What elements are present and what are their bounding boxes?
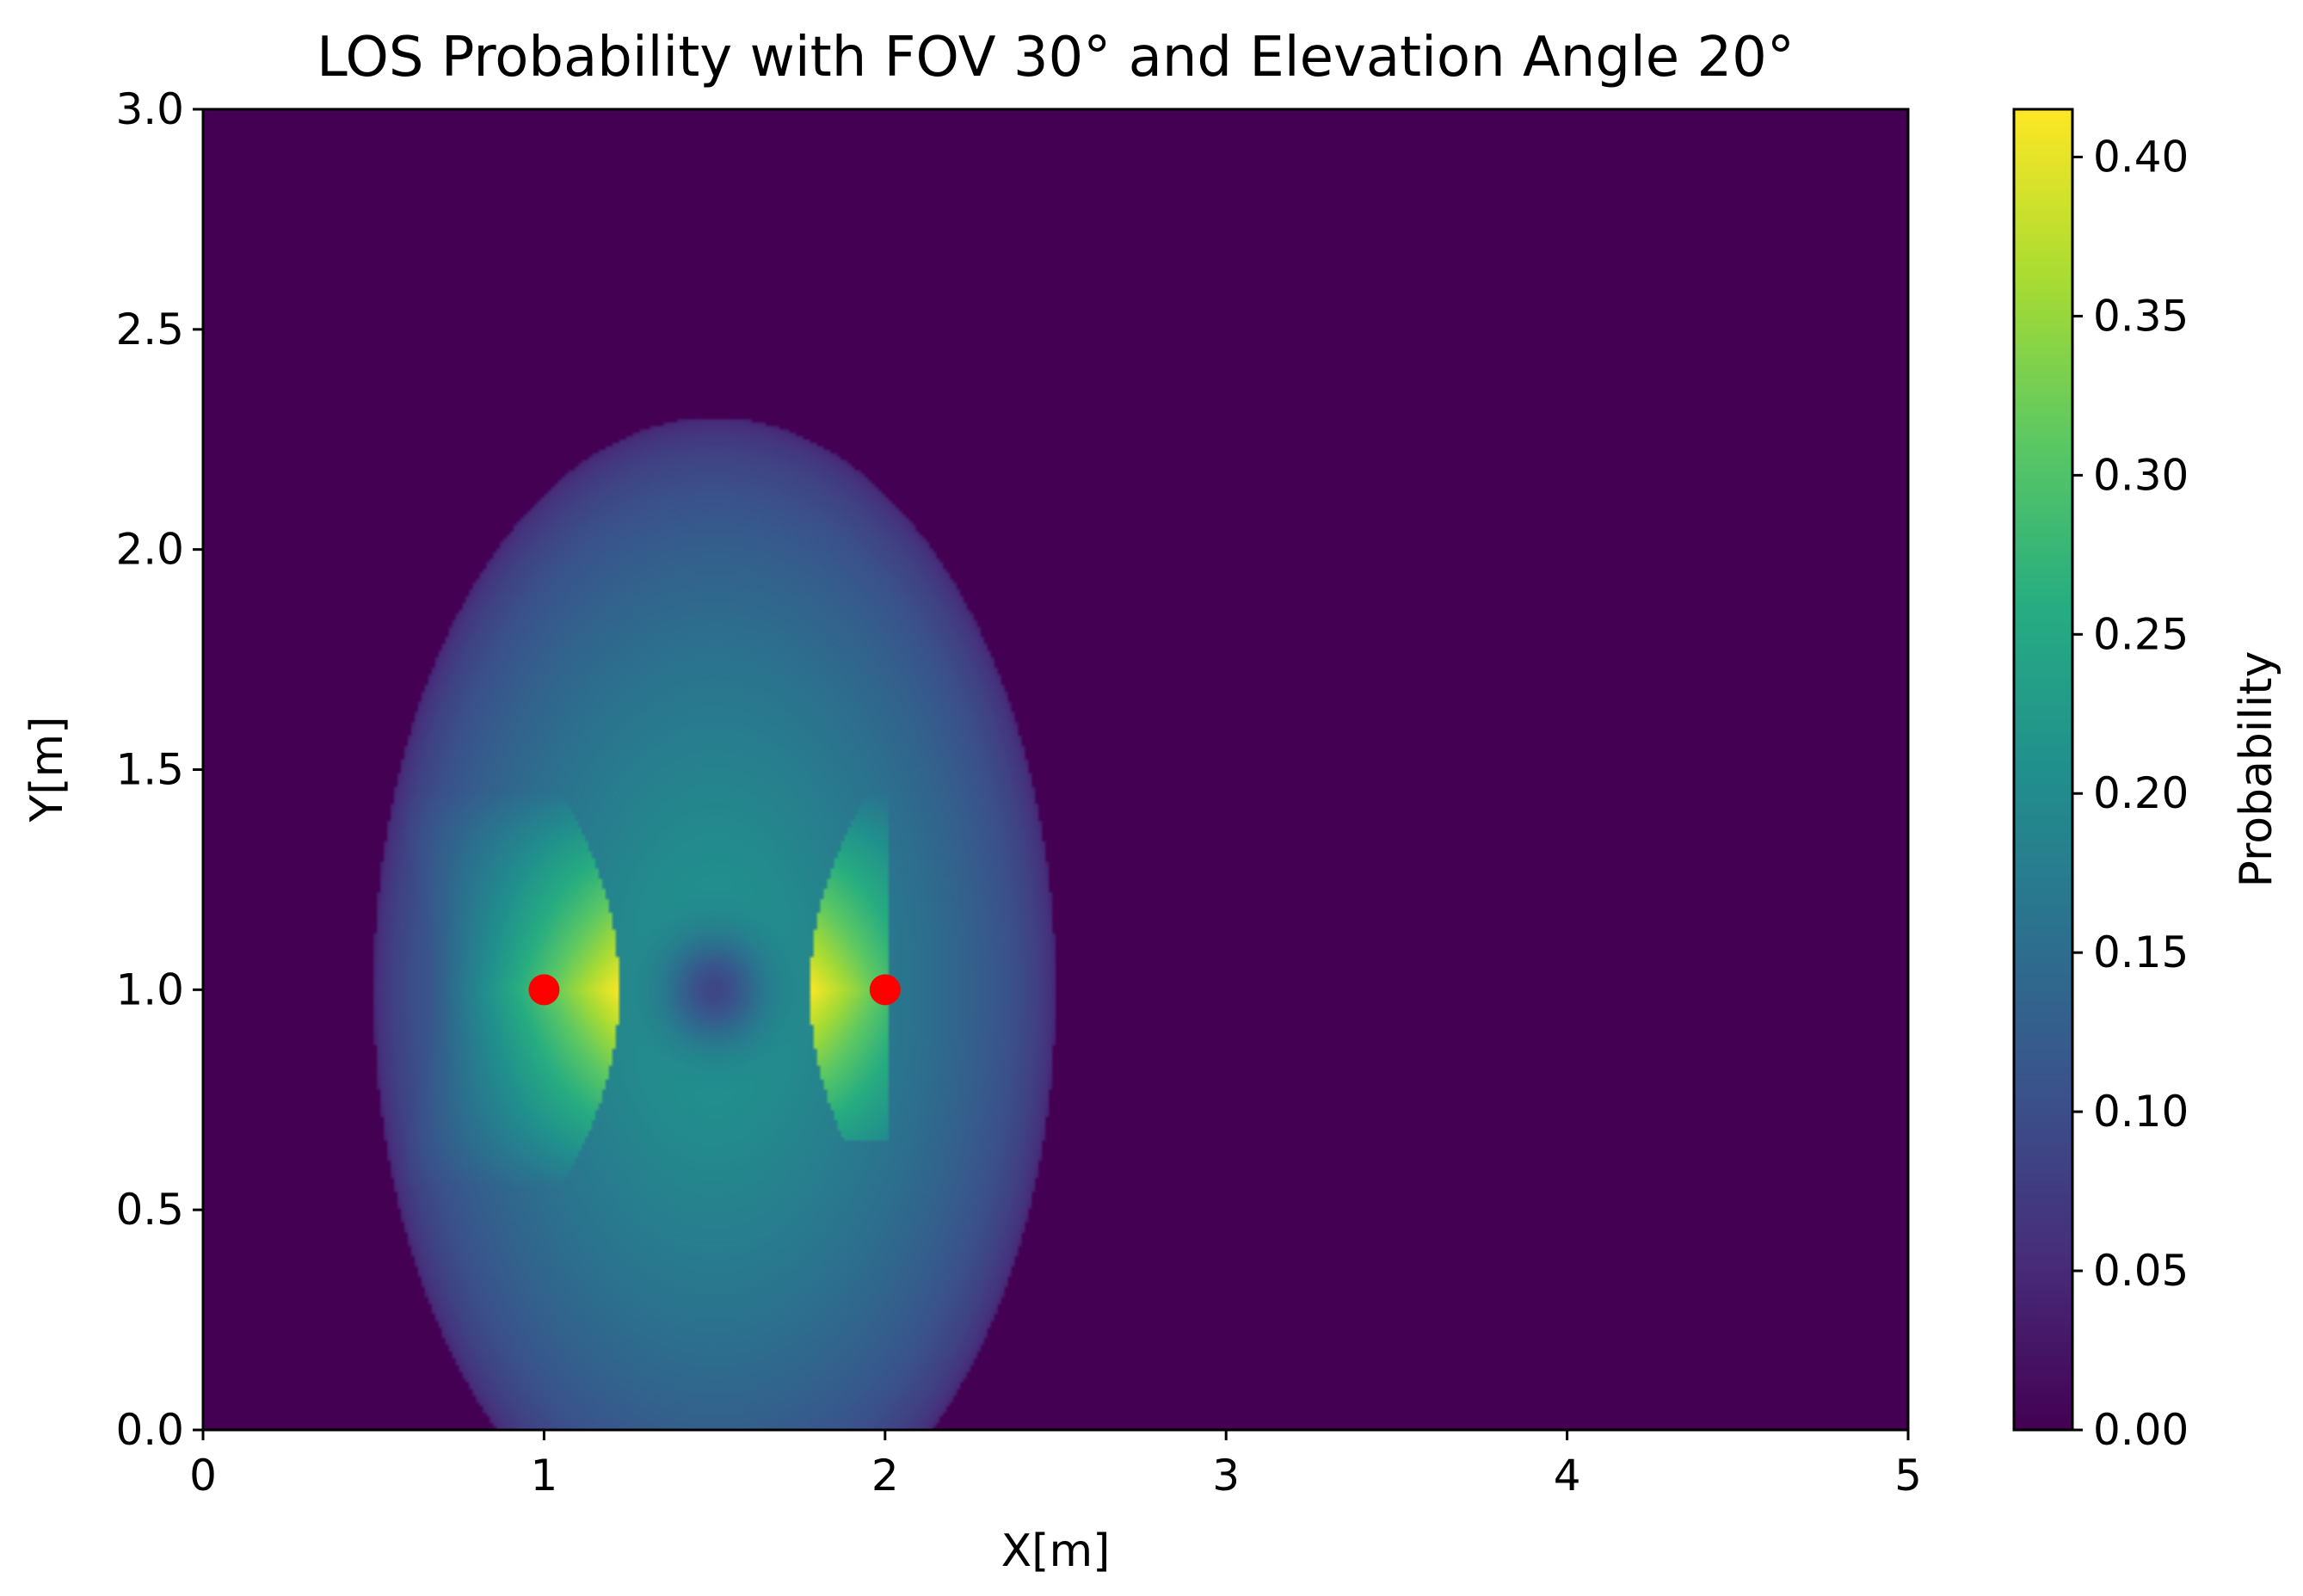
source-marker (869, 974, 901, 1006)
y-tick-label: 0.5 (115, 1185, 184, 1235)
x-tick-label: 3 (1212, 1451, 1240, 1500)
colorbar-tick-label: 0.15 (2093, 927, 2189, 977)
x-tick-label: 2 (871, 1451, 899, 1500)
x-tick-label: 1 (530, 1451, 557, 1500)
x-axis-label: X[m] (1001, 1525, 1111, 1577)
source-marker (528, 974, 560, 1006)
colorbar-tick-label: 0.30 (2093, 450, 2189, 500)
chart-title: LOS Probability with FOV 30° and Elevati… (317, 26, 1795, 89)
colorbar-tick-label: 0.00 (2093, 1405, 2189, 1455)
marker-layer (528, 974, 901, 1006)
y-tick-label: 2.5 (115, 305, 184, 354)
colorbar-gradient (2014, 109, 2072, 1430)
colorbar-frame (2012, 108, 2074, 1432)
x-tick-label: 4 (1554, 1451, 1581, 1500)
colorbar-tick-label: 0.05 (2093, 1246, 2189, 1296)
colorbar-tick-label: 0.20 (2093, 768, 2189, 818)
heatmap-image (203, 109, 1908, 1430)
colorbar-tick-label: 0.40 (2093, 132, 2189, 182)
colorbar-tick-label: 0.35 (2093, 291, 2189, 341)
y-tick-label: 3.0 (115, 84, 184, 134)
y-tick-label: 2.0 (115, 525, 184, 575)
plot-frame (201, 108, 1910, 1432)
y-tick-label: 0.0 (115, 1405, 184, 1455)
x-tick-label: 5 (1894, 1451, 1922, 1500)
colorbar-tick-label: 0.10 (2093, 1087, 2189, 1137)
colorbar-tick-label: 0.25 (2093, 609, 2189, 659)
y-axis-label: Y[m] (22, 717, 73, 823)
colorbar-ticks: 0.00 0.05 0.10 0.15 0.20 0.25 0.30 0.35 0.40 (2072, 132, 2189, 1455)
y-axis-ticks: 0.0 0.5 1.0 1.5 2.0 2.5 3.0 (115, 84, 203, 1455)
y-tick-label: 1.5 (115, 745, 184, 795)
colorbar-label: Probability (2231, 651, 2282, 888)
x-tick-label: 0 (189, 1451, 217, 1500)
x-axis-ticks: 0 1 2 3 4 5 (189, 1430, 1922, 1500)
y-tick-label: 1.0 (115, 964, 184, 1014)
